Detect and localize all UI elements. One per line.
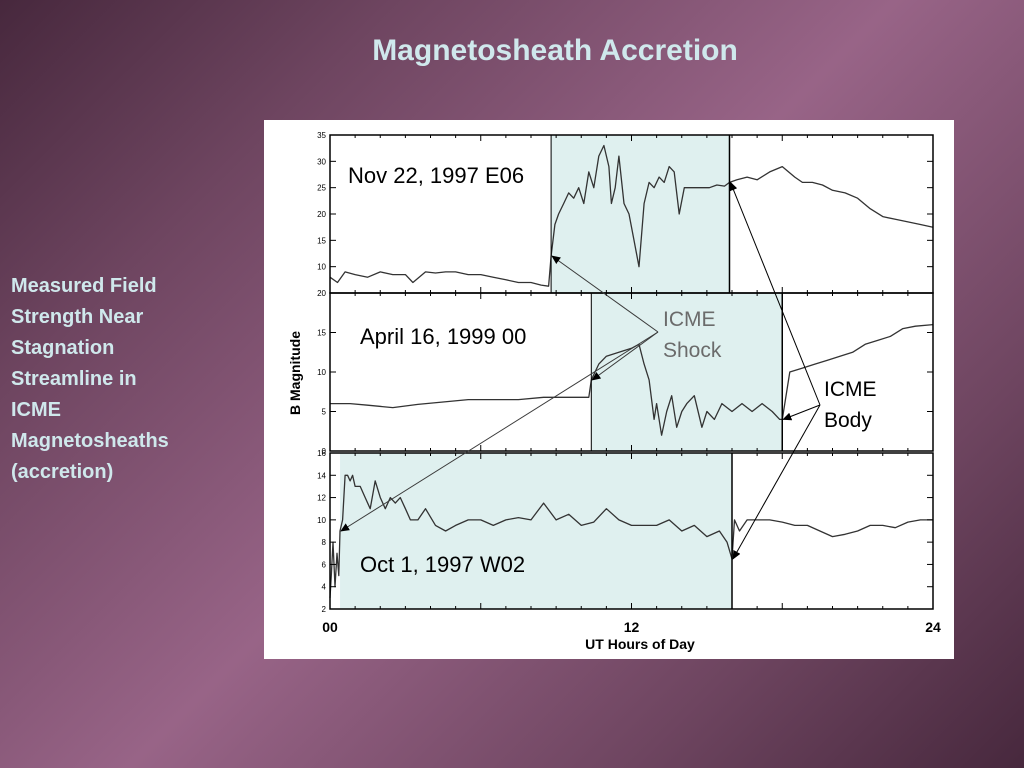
chart-figure: 10 15 20 25 30 35 0 5 10 15 20 2 4 6 8 10 12 14 16 Nov 22,… — [264, 120, 954, 659]
x-tick-label: 24 — [925, 619, 941, 635]
panel-label-3: Oct 1, 1997 W02 — [360, 552, 525, 577]
x-axis-label: UT Hours of Day — [585, 636, 695, 652]
panel-label-2: April 16, 1999 00 — [360, 324, 526, 349]
annotation-icme-shock-line: ICME — [663, 308, 716, 331]
annotation-icme-body-line: ICME — [824, 378, 877, 401]
y-tick-label: 6 — [322, 560, 327, 569]
y-tick-label: 4 — [322, 583, 327, 592]
y-tick-label: 10 — [317, 263, 326, 272]
shock-arrow-3 — [340, 331, 659, 532]
sheath-region-3 — [340, 453, 732, 609]
y-tick-label: 30 — [317, 157, 326, 166]
panel-label-1: Nov 22, 1997 E06 — [348, 163, 524, 188]
sheath-region-2 — [591, 293, 783, 451]
y-tick-label: 20 — [317, 289, 326, 298]
slide-title: Magnetosheath Accretion — [372, 34, 738, 67]
y-tick-label: 10 — [317, 516, 326, 525]
annotation-icme-shock: ICME Shock — [663, 308, 722, 362]
series-line-3 — [329, 474, 933, 598]
body-arrow-2 — [782, 404, 821, 421]
y-tick-label: 5 — [322, 408, 327, 417]
annotation-icme-body: ICME Body — [824, 378, 877, 432]
shock-arrow-2 — [591, 331, 659, 381]
y-tick-label: 25 — [317, 184, 326, 193]
x-tick-label: 00 — [322, 619, 338, 635]
y-tick-label: 10 — [317, 368, 326, 377]
y-tick-label: 2 — [322, 605, 327, 614]
series-line-1 — [329, 144, 934, 287]
y-tick-label: 20 — [317, 210, 326, 219]
body-arrow-1 — [729, 181, 821, 406]
shock-arrow-1 — [551, 255, 659, 333]
annotation-icme-shock-line: Shock — [663, 339, 722, 362]
series-line-2 — [330, 323, 934, 436]
side-description: Measured Field Strength Near Stagnation … — [11, 275, 169, 483]
y-tick-label: 15 — [317, 329, 326, 338]
x-tick-label: 12 — [624, 619, 640, 635]
y-tick-label: 0 — [322, 447, 327, 456]
y-tick-label: 16 — [317, 449, 326, 458]
y-tick-label: 12 — [317, 494, 326, 503]
y-axis-label: B Magnitude — [287, 331, 303, 415]
sheath-region-1 — [551, 135, 730, 293]
y-tick-label: 14 — [317, 471, 326, 480]
y-tick-label: 35 — [317, 131, 326, 140]
y-tick-label: 8 — [322, 538, 327, 547]
body-arrow-3 — [732, 404, 821, 560]
y-tick-label: 15 — [317, 236, 326, 245]
annotation-icme-body-line: Body — [824, 409, 872, 432]
